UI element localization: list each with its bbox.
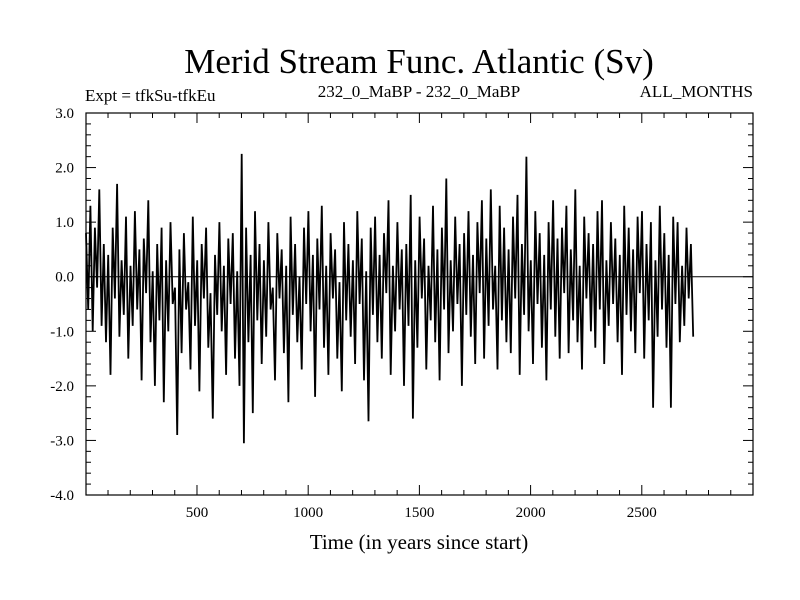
plot-frame [85, 112, 754, 496]
months-label: ALL_MONTHS [640, 82, 753, 101]
x-axis-label: Time (in years since start) [310, 530, 529, 554]
x-tick-label: 500 [186, 505, 209, 521]
x-tick-label: 2000 [516, 505, 546, 521]
y-tick-label: 2.0 [55, 161, 74, 177]
period-label: 232_0_MaBP - 232_0_MaBP [318, 82, 520, 101]
y-tick-label: -4.0 [50, 488, 74, 504]
x-tick-label: 1000 [293, 505, 323, 521]
y-tick-label: -3.0 [50, 433, 74, 449]
series-line [85, 153, 695, 444]
x-tick-label: 2500 [627, 505, 657, 521]
y-tick-label: 1.0 [55, 215, 74, 231]
y-tick-label: -2.0 [50, 379, 74, 395]
experiment-label: Expt = tfkSu-tfkEu [85, 86, 216, 105]
x-tick-label: 1500 [404, 505, 434, 521]
y-tick-label: 0.0 [55, 270, 74, 286]
y-tick-label: -1.0 [50, 324, 74, 340]
chart-title: Merid Stream Func. Atlantic (Sv) [184, 42, 654, 81]
y-tick-label: 3.0 [55, 106, 74, 122]
